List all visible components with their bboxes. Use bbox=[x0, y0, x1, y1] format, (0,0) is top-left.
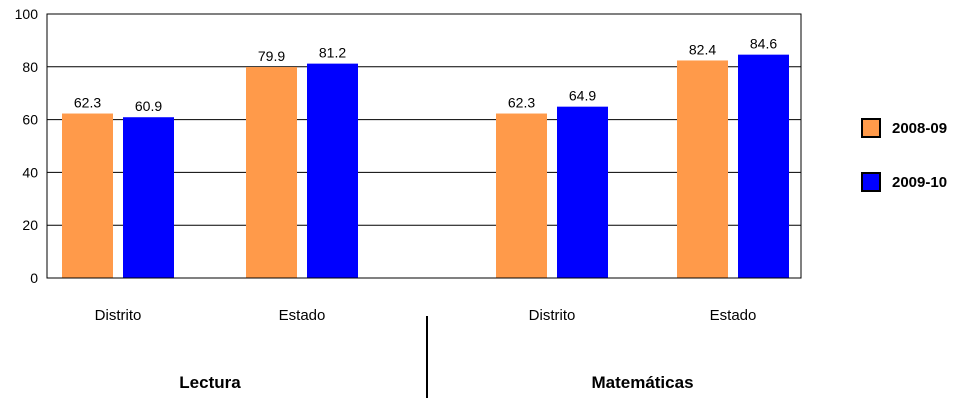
y-tick-label: 80 bbox=[22, 59, 38, 75]
plot-frame bbox=[46, 13, 802, 279]
bar bbox=[496, 113, 547, 278]
category-label: Estado bbox=[710, 307, 757, 324]
data-label: 82.4 bbox=[689, 41, 716, 57]
group-label: Matemáticas bbox=[591, 373, 693, 392]
data-label: 62.3 bbox=[508, 95, 535, 111]
category-label: Estado bbox=[279, 307, 326, 324]
bar bbox=[123, 117, 174, 278]
data-label: 62.3 bbox=[74, 95, 101, 111]
category-label: Distrito bbox=[95, 307, 142, 324]
bar bbox=[738, 54, 789, 278]
data-label: 79.9 bbox=[258, 48, 285, 64]
bar bbox=[677, 60, 728, 278]
y-tick-label: 20 bbox=[22, 217, 38, 233]
y-tick-label: 60 bbox=[22, 112, 38, 128]
bar bbox=[307, 63, 358, 278]
legend-label: 2008-09 bbox=[892, 120, 947, 137]
y-tick-label: 100 bbox=[15, 6, 39, 22]
legend-swatch bbox=[861, 118, 881, 138]
data-label: 60.9 bbox=[135, 98, 162, 114]
category-label: Distrito bbox=[529, 307, 576, 324]
data-label: 64.9 bbox=[569, 88, 596, 104]
bar bbox=[246, 67, 297, 279]
y-tick-label: 0 bbox=[30, 270, 38, 286]
group-labels: Lectura Matemáticas bbox=[179, 373, 693, 392]
legend-swatch bbox=[861, 172, 881, 192]
y-axis-tick-labels: 0 20 40 60 80 100 bbox=[15, 6, 39, 286]
legend-label: 2009-10 bbox=[892, 174, 947, 191]
bar bbox=[557, 106, 608, 278]
data-label: 84.6 bbox=[750, 36, 777, 52]
legend: 2008-09 2009-10 bbox=[861, 118, 947, 192]
data-label: 81.2 bbox=[319, 45, 346, 61]
group-label: Lectura bbox=[179, 373, 241, 392]
value-labels: 62.3 79.9 62.3 82.4 60.9 81.2 64.9 84.6 bbox=[74, 36, 777, 115]
category-labels: Distrito Estado Distrito Estado bbox=[95, 307, 757, 324]
bars bbox=[62, 54, 789, 279]
y-tick-label: 40 bbox=[22, 164, 38, 180]
bar bbox=[62, 113, 113, 278]
